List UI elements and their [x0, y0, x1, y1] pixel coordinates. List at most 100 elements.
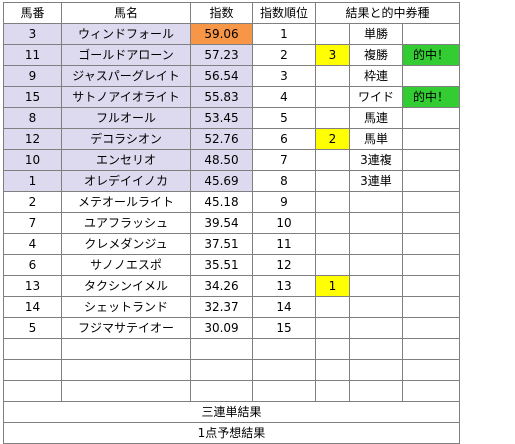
horse-name-cell[interactable]: ゴールドアローン	[61, 44, 191, 66]
result-cell[interactable]	[315, 107, 350, 129]
hit-cell[interactable]	[402, 23, 460, 45]
result-cell[interactable]	[315, 338, 350, 360]
horse-number-cell[interactable]: 5	[3, 317, 62, 339]
score-rank-cell[interactable]: 13	[252, 275, 316, 297]
result-cell[interactable]	[315, 191, 350, 213]
header-score-rank[interactable]: 指数順位	[252, 2, 316, 24]
ticket-type-cell[interactable]	[349, 254, 403, 276]
horse-name-cell[interactable]: メテオールライト	[61, 191, 191, 213]
score-rank-cell[interactable]: 14	[252, 296, 316, 318]
result-cell[interactable]	[315, 380, 350, 402]
horse-number-cell[interactable]: 4	[3, 233, 62, 255]
horse-name-cell[interactable]: ユアフラッシュ	[61, 212, 191, 234]
score-rank-cell[interactable]: 10	[252, 212, 316, 234]
horse-number-cell[interactable]: 7	[3, 212, 62, 234]
horse-number-cell[interactable]	[3, 359, 62, 381]
horse-number-cell[interactable]	[3, 380, 62, 402]
ticket-type-cell[interactable]: 3連単	[349, 170, 403, 192]
score-rank-cell[interactable]: 9	[252, 191, 316, 213]
score-rank-cell[interactable]: 1	[252, 23, 316, 45]
result-cell[interactable]: 3	[315, 44, 350, 66]
hit-cell[interactable]	[402, 317, 460, 339]
horse-number-cell[interactable]: 9	[3, 65, 62, 87]
score-cell[interactable]: 48.50	[190, 149, 253, 171]
score-cell[interactable]: 30.09	[190, 317, 253, 339]
hit-cell[interactable]	[402, 191, 460, 213]
result-cell[interactable]	[315, 212, 350, 234]
score-rank-cell[interactable]: 11	[252, 233, 316, 255]
horse-name-cell[interactable]: フルオール	[61, 107, 191, 129]
ticket-type-cell[interactable]: 3連複	[349, 149, 403, 171]
horse-name-cell[interactable]	[61, 359, 191, 381]
ticket-type-cell[interactable]: 単勝	[349, 23, 403, 45]
horse-name-cell[interactable]: ジャスパーグレイト	[61, 65, 191, 87]
hit-cell[interactable]	[402, 233, 460, 255]
ticket-type-cell[interactable]	[349, 191, 403, 213]
ticket-type-cell[interactable]	[349, 296, 403, 318]
score-cell[interactable]	[190, 359, 253, 381]
horse-name-cell[interactable]	[61, 380, 191, 402]
result-cell[interactable]	[315, 233, 350, 255]
result-cell[interactable]	[315, 296, 350, 318]
horse-number-cell[interactable]: 1	[3, 170, 62, 192]
ticket-type-cell[interactable]: 複勝	[349, 44, 403, 66]
score-cell[interactable]	[190, 338, 253, 360]
horse-name-cell[interactable]: オレデイイノカ	[61, 170, 191, 192]
horse-name-cell[interactable]: ウィンドフォール	[61, 23, 191, 45]
ticket-type-cell[interactable]	[349, 338, 403, 360]
header-horse-number[interactable]: 馬番	[3, 2, 62, 24]
horse-name-cell[interactable]	[61, 338, 191, 360]
hit-cell[interactable]	[402, 338, 460, 360]
horse-name-cell[interactable]: サノノエスポ	[61, 254, 191, 276]
result-cell[interactable]	[315, 149, 350, 171]
score-cell[interactable]: 32.37	[190, 296, 253, 318]
horse-name-cell[interactable]: クレメダンジュ	[61, 233, 191, 255]
ticket-type-cell[interactable]: ワイド	[349, 86, 403, 108]
score-rank-cell[interactable]: 2	[252, 44, 316, 66]
score-cell[interactable]: 39.54	[190, 212, 253, 234]
score-rank-cell[interactable]: 7	[252, 149, 316, 171]
result-cell[interactable]	[315, 254, 350, 276]
score-rank-cell[interactable]	[252, 380, 316, 402]
horse-number-cell[interactable]	[3, 338, 62, 360]
score-cell[interactable]: 34.26	[190, 275, 253, 297]
ticket-type-cell[interactable]: 枠連	[349, 65, 403, 87]
result-cell[interactable]	[315, 317, 350, 339]
score-rank-cell[interactable]: 8	[252, 170, 316, 192]
hit-cell[interactable]	[402, 359, 460, 381]
hit-cell[interactable]	[402, 275, 460, 297]
score-cell[interactable]: 37.51	[190, 233, 253, 255]
hit-cell[interactable]: 的中！	[402, 86, 460, 108]
result-cell[interactable]	[315, 359, 350, 381]
result-cell[interactable]	[315, 86, 350, 108]
score-cell[interactable]: 53.45	[190, 107, 253, 129]
horse-number-cell[interactable]: 11	[3, 44, 62, 66]
horse-number-cell[interactable]: 6	[3, 254, 62, 276]
ticket-type-cell[interactable]: 馬連	[349, 107, 403, 129]
ticket-type-cell[interactable]	[349, 212, 403, 234]
score-rank-cell[interactable]: 12	[252, 254, 316, 276]
score-cell[interactable]	[190, 380, 253, 402]
horse-name-cell[interactable]: デコラシオン	[61, 128, 191, 150]
hit-cell[interactable]	[402, 254, 460, 276]
result-cell[interactable]: 1	[315, 275, 350, 297]
result-cell[interactable]	[315, 170, 350, 192]
ticket-type-cell[interactable]	[349, 359, 403, 381]
horse-number-cell[interactable]: 14	[3, 296, 62, 318]
score-rank-cell[interactable]: 4	[252, 86, 316, 108]
score-cell[interactable]: 45.18	[190, 191, 253, 213]
score-rank-cell[interactable]: 3	[252, 65, 316, 87]
hit-cell[interactable]	[402, 212, 460, 234]
score-rank-cell[interactable]: 6	[252, 128, 316, 150]
horse-number-cell[interactable]: 13	[3, 275, 62, 297]
result-cell[interactable]	[315, 65, 350, 87]
score-cell[interactable]: 59.06	[190, 23, 253, 45]
score-cell[interactable]: 35.51	[190, 254, 253, 276]
score-rank-cell[interactable]	[252, 338, 316, 360]
horse-name-cell[interactable]: エンセリオ	[61, 149, 191, 171]
horse-name-cell[interactable]: フジマサテイオー	[61, 317, 191, 339]
score-rank-cell[interactable]: 15	[252, 317, 316, 339]
hit-cell[interactable]: 的中！	[402, 44, 460, 66]
hit-cell[interactable]	[402, 296, 460, 318]
score-rank-cell[interactable]: 5	[252, 107, 316, 129]
